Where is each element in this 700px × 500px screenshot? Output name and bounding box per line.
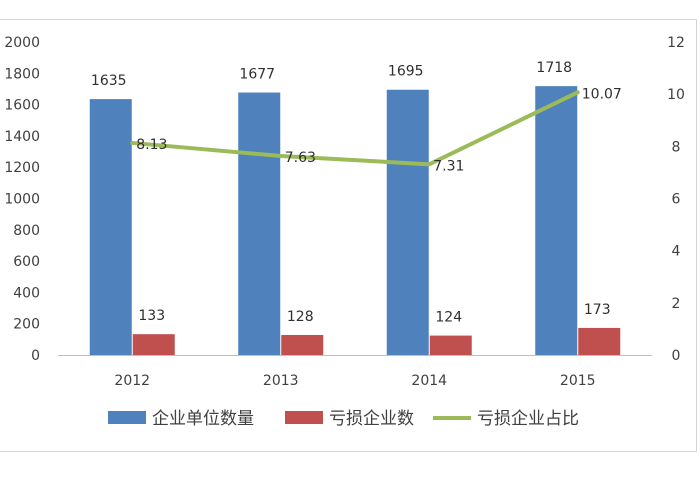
- bar-enterprises-2015: [535, 86, 578, 356]
- left-tick-label: 1000: [4, 192, 40, 208]
- bar-loss-enterprises-2015: [578, 327, 621, 355]
- data-labels: 1635 133 1677 128 1695 124 1718 173 8.13 7.63 7.31…: [91, 60, 622, 325]
- data-label-loss-ratio: 8.13: [136, 137, 167, 153]
- legend-label: 亏损企业数: [329, 409, 414, 429]
- right-tick-label: 8: [672, 139, 681, 155]
- left-tick-label: 1800: [4, 66, 40, 82]
- data-label-loss-ratio: 10.07: [582, 86, 622, 102]
- right-tick-label: 0: [672, 348, 681, 364]
- data-label-enterprises: 1635: [91, 73, 127, 89]
- left-tick-label: 800: [13, 223, 40, 239]
- bar-loss-enterprises-2013: [281, 334, 324, 355]
- bar-enterprises-2013: [238, 92, 281, 355]
- left-tick-label: 0: [31, 348, 40, 364]
- legend: 企业单位数量 亏损企业数 亏损企业占比: [108, 409, 579, 429]
- data-label-enterprises: 1695: [388, 64, 424, 80]
- line-series: [130, 90, 580, 167]
- x-tick-label: 2013: [263, 373, 299, 389]
- left-tick-label: 1400: [4, 129, 40, 145]
- left-tick-label: 200: [13, 317, 40, 333]
- x-tick-label: 2014: [411, 373, 447, 389]
- bar-enterprises-2012: [89, 99, 132, 355]
- left-tick-label: 600: [13, 254, 40, 270]
- right-tick-label: 6: [672, 192, 681, 208]
- bar-loss-enterprises-2012: [132, 334, 175, 355]
- x-tick-label: 2015: [560, 373, 596, 389]
- data-label-loss-ratio: 7.31: [433, 158, 464, 174]
- legend-label: 企业单位数量: [152, 409, 254, 429]
- right-tick-label: 4: [672, 244, 681, 260]
- data-label-loss-enterprises: 133: [138, 308, 165, 324]
- legend-label: 亏损企业占比: [477, 409, 579, 429]
- right-axis: 12 10 8 6 4 2 0: [667, 35, 685, 364]
- x-tick-label: 2012: [114, 373, 150, 389]
- right-tick-label: 10: [667, 87, 685, 103]
- left-tick-label: 400: [13, 285, 40, 301]
- legend-swatch: [108, 411, 146, 424]
- legend-swatch: [285, 411, 323, 424]
- data-label-loss-enterprises: 124: [435, 310, 462, 326]
- data-label-enterprises: 1718: [536, 60, 572, 76]
- data-label-enterprises: 1677: [239, 67, 275, 83]
- data-label-loss-enterprises: 128: [287, 309, 314, 325]
- bars: [89, 86, 621, 356]
- x-axis: 2012 2013 2014 2015: [114, 373, 595, 389]
- left-tick-label: 1600: [4, 98, 40, 114]
- data-label-loss-ratio: 7.63: [285, 150, 316, 166]
- loss-ratio-line: [130, 90, 580, 167]
- chart-frame: [0, 19, 697, 452]
- bar-enterprises-2014: [386, 89, 429, 356]
- bar-loss-enterprises-2014: [429, 335, 472, 355]
- data-label-loss-enterprises: 173: [584, 302, 611, 318]
- left-tick-label: 1200: [4, 160, 40, 176]
- right-tick-label: 12: [667, 35, 685, 51]
- left-tick-label: 2000: [4, 35, 40, 51]
- right-tick-label: 2: [672, 296, 681, 312]
